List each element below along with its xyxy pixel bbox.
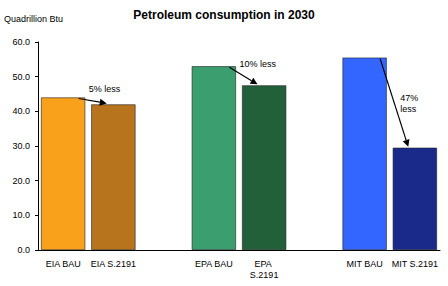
svg-text:40.0: 40.0 <box>12 106 30 116</box>
svg-text:5% less: 5% less <box>89 84 121 94</box>
svg-text:10% less: 10% less <box>239 59 276 69</box>
svg-text:20.0: 20.0 <box>12 176 30 186</box>
svg-text:MIT S.2191: MIT S.2191 <box>392 259 438 269</box>
svg-text:less: less <box>400 104 417 114</box>
svg-text:0.0: 0.0 <box>17 245 30 255</box>
svg-text:EPA: EPA <box>254 259 273 269</box>
svg-text:S.2191: S.2191 <box>250 270 279 280</box>
svg-text:30.0: 30.0 <box>12 141 30 151</box>
svg-text:EIA BAU: EIA BAU <box>46 259 81 269</box>
svg-text:Petroleum consumption in 2030: Petroleum consumption in 2030 <box>133 8 315 22</box>
svg-text:60.0: 60.0 <box>12 37 30 47</box>
svg-text:EPA BAU: EPA BAU <box>195 259 233 269</box>
svg-text:MIT BAU: MIT BAU <box>346 259 382 269</box>
svg-text:EIA S.2191: EIA S.2191 <box>91 259 136 269</box>
svg-text:50.0: 50.0 <box>12 72 30 82</box>
svg-text:10.0: 10.0 <box>12 210 30 220</box>
svg-text:47%: 47% <box>400 93 421 103</box>
svg-text:Quadrillion Btu: Quadrillion Btu <box>4 14 63 24</box>
